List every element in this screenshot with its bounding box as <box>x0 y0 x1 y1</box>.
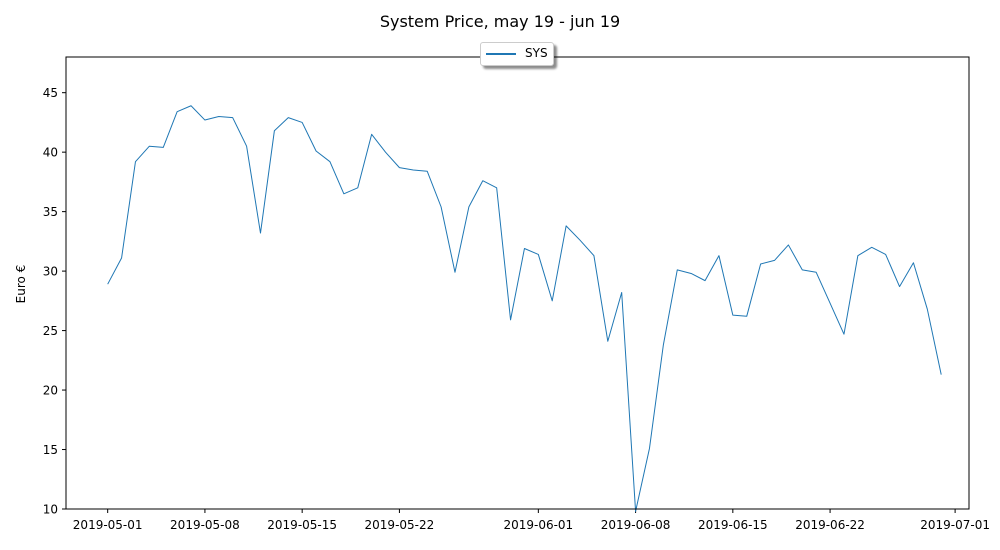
x-tick-label: 2019-05-22 <box>365 518 435 532</box>
legend: SYS <box>480 42 554 66</box>
x-tick-label: 2019-05-08 <box>170 518 240 532</box>
y-tick-label: 40 <box>43 146 58 160</box>
legend-label-sys: SYS <box>525 46 548 60</box>
x-tick-label: 2019-06-15 <box>698 518 768 532</box>
y-tick-label: 30 <box>43 265 58 279</box>
series-line-sys <box>107 105 942 512</box>
x-tick-label: 2019-06-08 <box>601 518 671 532</box>
x-axis-ticks: 2019-05-01 2019-05-08 2019-05-15 2019-05-22… <box>73 509 990 532</box>
x-tick-label: 2019-05-01 <box>73 518 143 532</box>
chart-title: System Price, may 19 - jun 19 <box>379 12 621 31</box>
legend-swatch-sys <box>486 53 516 55</box>
y-tick-label: 25 <box>43 324 58 338</box>
y-tick-label: 20 <box>43 384 58 398</box>
y-tick-label: 45 <box>43 86 58 100</box>
x-tick-label: 2019-05-15 <box>267 518 337 532</box>
series-lines <box>107 105 942 512</box>
y-axis-ticks: 10 15 20 25 30 35 40 45 <box>43 86 66 517</box>
x-tick-label: 2019-07-01 <box>920 518 990 532</box>
y-tick-label: 35 <box>43 205 58 219</box>
x-tick-label: 2019-06-22 <box>795 518 865 532</box>
y-tick-label: 10 <box>43 503 58 517</box>
x-tick-label: 2019-06-01 <box>503 518 573 532</box>
y-tick-label: 15 <box>43 443 58 457</box>
